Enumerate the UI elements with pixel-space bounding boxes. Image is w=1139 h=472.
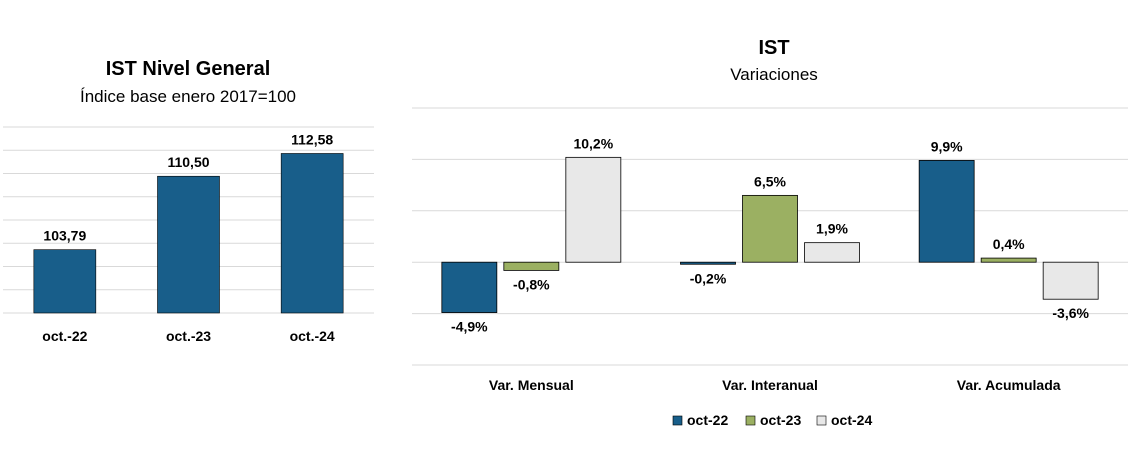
left-value-label: 103,79: [43, 228, 86, 244]
right-value-label: -0,8%: [513, 276, 550, 292]
right-value-label: -4,9%: [451, 319, 488, 335]
right-bar: [565, 156, 622, 263]
right-value-label: 6,5%: [754, 173, 786, 189]
legend-swatch: [672, 415, 683, 426]
left-category-label: oct.-22: [42, 328, 87, 344]
left-bar: [280, 153, 344, 314]
right-value-label: 9,9%: [931, 138, 963, 154]
right-bar: [980, 257, 1037, 263]
right-value-label: -3,6%: [1052, 305, 1089, 321]
right-chart-subtitle: Variaciones: [730, 65, 818, 84]
left-chart-subtitle: Índice base enero 2017=100: [80, 87, 296, 106]
right-value-label: -0,2%: [690, 270, 727, 286]
right-category-label: Var. Mensual: [489, 377, 574, 393]
left-value-label: 110,50: [167, 154, 209, 170]
legend-label: oct-24: [831, 412, 872, 428]
legend-label: oct-23: [760, 412, 801, 428]
legend-label: oct-22: [687, 412, 728, 428]
left-chart: 103,79 oct.-22 110,50 oct.-23 112,58 oct.-24: [3, 126, 374, 344]
right-value-label: 10,2%: [573, 135, 613, 151]
right-bar: [804, 242, 860, 263]
left-chart-title: IST Nivel General: [105, 58, 271, 80]
right-category-label: Var. Acumulada: [957, 377, 1061, 393]
right-bar: [1042, 261, 1099, 300]
right-bar: [680, 261, 736, 265]
left-value-label: 112,58: [291, 131, 333, 147]
right-value-label: 1,9%: [816, 221, 848, 237]
left-bar: [157, 175, 220, 314]
right-legend: oct-22 oct-23 oct-24: [672, 412, 872, 428]
left-category-label: oct.-23: [166, 328, 211, 344]
left-category-label: oct.-24: [290, 328, 335, 344]
right-bar: [918, 160, 975, 263]
legend-swatch: [745, 415, 756, 426]
legend-swatch: [816, 415, 827, 426]
right-category-label: Var. Interanual: [722, 377, 818, 393]
right-value-label: 0,4%: [993, 236, 1025, 252]
right-bar: [742, 194, 798, 263]
left-bar: [33, 249, 97, 314]
right-chart-title: IST: [758, 37, 790, 59]
right-bar: [503, 261, 560, 271]
right-bar: [441, 261, 498, 313]
right-chart: -4,9% -0,8% 10,2% Var. Mensual -0,2% 6,5% 1,9%…: [412, 107, 1128, 428]
